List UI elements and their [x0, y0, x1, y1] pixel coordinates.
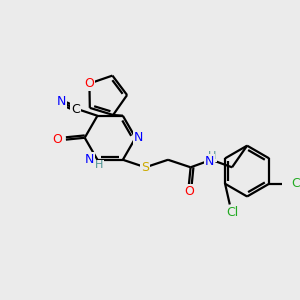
- Text: Cl: Cl: [226, 206, 239, 218]
- Text: C: C: [71, 103, 80, 116]
- Text: O: O: [85, 77, 94, 90]
- Text: O: O: [52, 133, 62, 146]
- Text: Cl: Cl: [291, 177, 300, 190]
- Text: H: H: [95, 160, 103, 170]
- Text: H: H: [208, 151, 217, 161]
- Text: N: N: [134, 131, 143, 144]
- Text: O: O: [185, 185, 195, 198]
- Text: N: N: [84, 153, 94, 166]
- Text: N: N: [205, 155, 214, 168]
- Text: N: N: [57, 95, 66, 108]
- Text: S: S: [141, 161, 149, 174]
